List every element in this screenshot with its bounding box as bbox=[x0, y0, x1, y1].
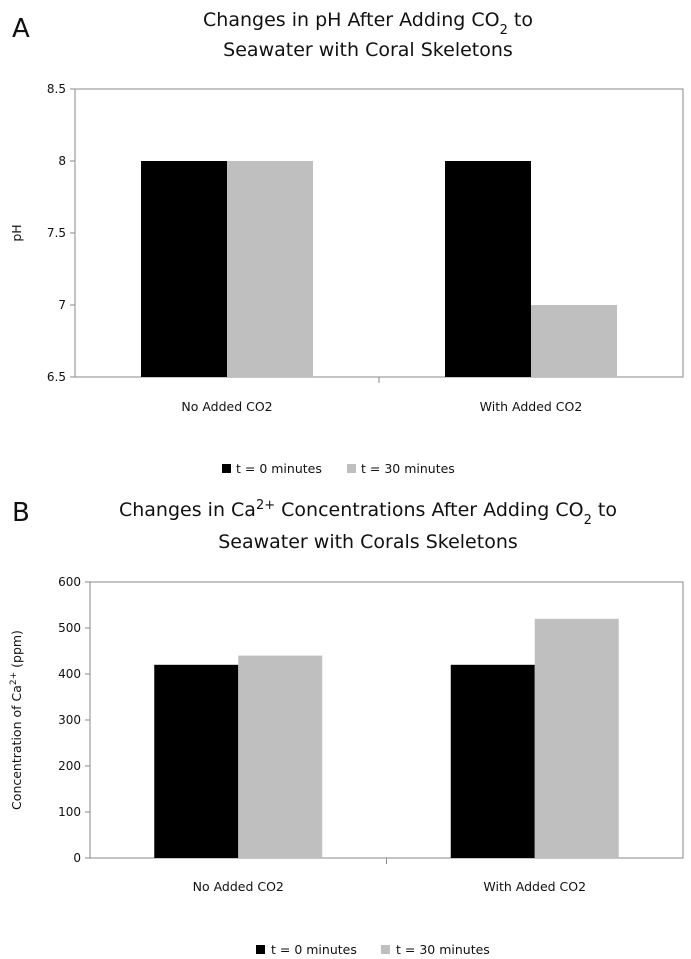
panel-a-ytick-label: 7.5 bbox=[47, 226, 66, 240]
panel-a-bar-t0-cat1 bbox=[445, 161, 531, 377]
panel-a-category-label: No Added CO2 bbox=[181, 399, 272, 414]
panel-b-bar-t30-cat0 bbox=[238, 655, 323, 858]
panel-a-category-label: With Added CO2 bbox=[480, 399, 583, 414]
panel-a-y-ticks: 6.5 7 7.5 8 8.5 bbox=[47, 82, 75, 384]
panel-a-y-axis-label: pH bbox=[9, 224, 24, 241]
panel-a-legend-label-t0: t = 0 minutes bbox=[236, 461, 322, 476]
panel-b-ytick-label: 500 bbox=[58, 621, 81, 635]
panel-b-legend-label-t0: t = 0 minutes bbox=[271, 942, 357, 957]
panel-a-ytick-label: 6.5 bbox=[47, 370, 66, 384]
panel-b-ytick-label: 100 bbox=[58, 805, 81, 819]
panel-a-bar-t30-cat0 bbox=[227, 161, 313, 377]
panel-b-bar-t0-cat1 bbox=[450, 664, 535, 858]
panel-a-bar-t0-cat0 bbox=[141, 161, 227, 377]
panel-b-category-label: No Added CO2 bbox=[193, 879, 284, 894]
panel-b-legend-label-t30: t = 30 minutes bbox=[396, 942, 490, 957]
panel-b-letter: B bbox=[12, 498, 30, 528]
panel-a-bar-t30-cat1 bbox=[531, 305, 617, 377]
panel-a-ytick-label: 7 bbox=[58, 298, 66, 312]
panel-b: B Changes in Ca2+ Concentrations After A… bbox=[9, 498, 684, 957]
panel-b-category-label: With Added CO2 bbox=[483, 879, 586, 894]
panel-b-x-categories: No Added CO2 With Added CO2 bbox=[193, 858, 586, 894]
panel-b-title-line2: Seawater with Corals Skeletons bbox=[218, 531, 518, 553]
panel-a-legend-label-t30: t = 30 minutes bbox=[361, 461, 455, 476]
panel-a-legend: t = 0 minutes t = 30 minutes bbox=[222, 461, 455, 476]
panel-a-legend-swatch-t30 bbox=[347, 464, 356, 473]
panel-b-y-axis-label: Concentration of Ca2+ (ppm) bbox=[9, 630, 24, 810]
panel-a-letter: A bbox=[12, 14, 30, 44]
panel-a-ytick-label: 8 bbox=[58, 154, 66, 168]
panel-a: A Changes in pH After Adding CO2 to Seaw… bbox=[9, 9, 684, 476]
panel-b-y-ticks: 0 100 200 300 400 500 600 bbox=[58, 575, 90, 865]
panel-b-ytick-label: 600 bbox=[58, 575, 81, 589]
panel-b-ytick-label: 0 bbox=[73, 851, 81, 865]
panel-b-legend: t = 0 minutes t = 30 minutes bbox=[256, 942, 490, 957]
panel-b-bar-t0-cat0 bbox=[154, 664, 239, 858]
panel-b-ytick-label: 400 bbox=[58, 667, 81, 681]
panel-a-bars bbox=[141, 161, 617, 377]
panel-b-legend-swatch-t0 bbox=[256, 945, 265, 954]
panel-a-legend-swatch-t0 bbox=[222, 464, 231, 473]
panel-b-bars bbox=[154, 618, 619, 858]
panel-a-title-line1: Changes in pH After Adding CO2 to bbox=[203, 9, 533, 38]
panel-a-x-categories: No Added CO2 With Added CO2 bbox=[181, 377, 582, 414]
panel-a-ytick-label: 8.5 bbox=[47, 82, 66, 96]
panel-b-legend-swatch-t30 bbox=[381, 945, 390, 954]
panel-b-ytick-label: 300 bbox=[58, 713, 81, 727]
panel-b-bar-t30-cat1 bbox=[534, 618, 619, 858]
panel-a-title-line2: Seawater with Coral Skeletons bbox=[223, 39, 513, 61]
panel-b-title-line1: Changes in Ca2+ Concentrations After Add… bbox=[119, 498, 617, 528]
panel-b-ytick-label: 200 bbox=[58, 759, 81, 773]
